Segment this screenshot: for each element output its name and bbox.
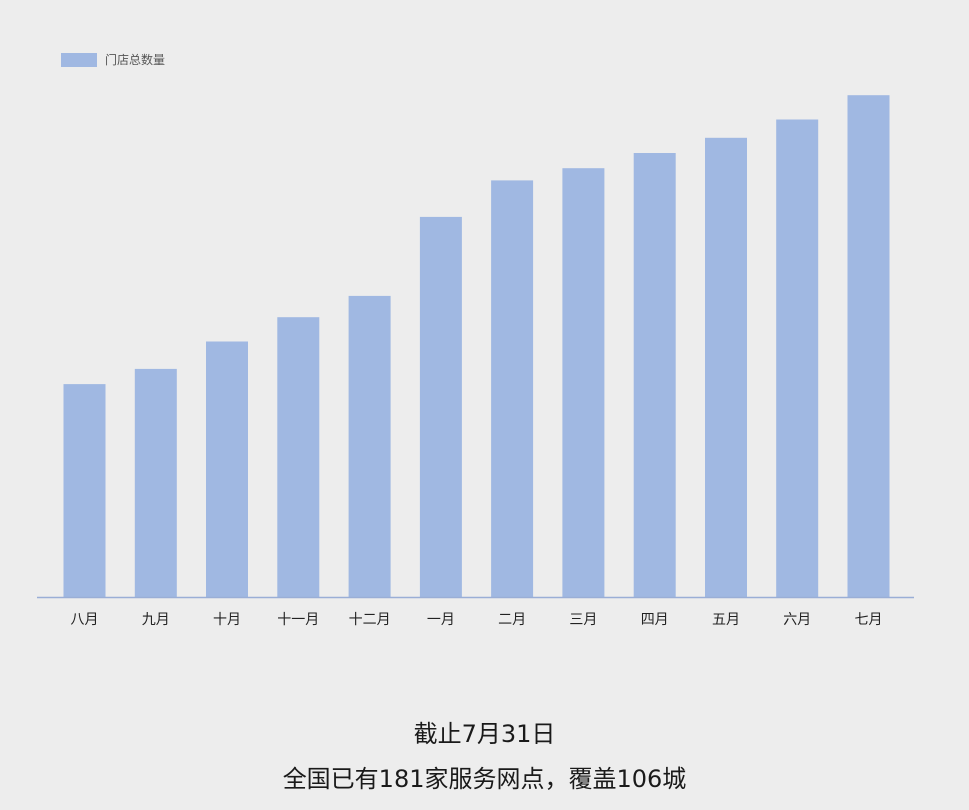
bar-11 [847,95,890,597]
x-tick-label: 九月 [142,612,170,628]
bar-6 [491,180,534,597]
bar-chart: 八月 九月 十月 十一月 十二月 一月 二月 三月 四月 五月 六月 七月 [37,95,914,628]
x-tick-label: 七月 [855,612,883,628]
x-tick-label: 二月 [498,612,526,628]
bar-0 [63,384,106,597]
chart-legend: 门店总数量 [61,51,165,68]
bar-7 [562,168,605,597]
x-tick-label: 六月 [783,612,811,628]
bar-2 [206,341,248,597]
x-tick-label: 十二月 [349,612,391,628]
bar-1 [134,368,177,597]
x-tick-label: 十月 [213,612,241,628]
x-tick-label: 三月 [569,612,597,628]
bar-8 [633,153,676,597]
x-tick-label: 五月 [712,612,740,628]
x-tick-label: 四月 [641,612,669,628]
bar-10 [776,119,819,597]
caption-summary: 全国已有181家服务网点，覆盖106城 [282,765,687,793]
bar-3 [277,317,320,597]
x-tick-label: 一月 [427,612,455,628]
bar-5 [419,216,462,597]
legend-swatch [61,52,97,67]
legend-label: 门店总数量 [105,53,166,67]
bar-9 [705,137,747,598]
x-tick-label: 八月 [71,612,99,628]
x-tick-label: 十一月 [277,612,319,628]
bar-4 [348,295,391,597]
caption-date: 截止7月31日 [413,720,556,748]
